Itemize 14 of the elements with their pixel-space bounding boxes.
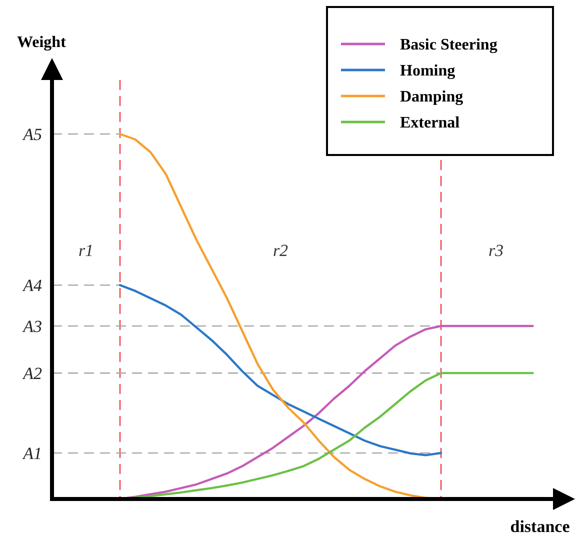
ref-line-label: A1	[22, 444, 42, 463]
legend-label: Homing	[400, 62, 456, 80]
legend-label: Damping	[400, 88, 464, 106]
ref-line-label: A2	[22, 364, 42, 384]
legend-label: External	[400, 114, 460, 132]
text: r1	[78, 240, 94, 260]
x-axis-title: distance	[510, 517, 570, 536]
legend-label: Basic Steering	[400, 36, 498, 54]
text: Weight	[17, 34, 67, 51]
annotation: r3	[488, 240, 504, 260]
ref-line-label: A3	[22, 316, 42, 336]
ref-line-label: A4	[22, 276, 42, 296]
ref-line-label: A5	[22, 124, 42, 144]
annotation: r2	[272, 240, 289, 260]
